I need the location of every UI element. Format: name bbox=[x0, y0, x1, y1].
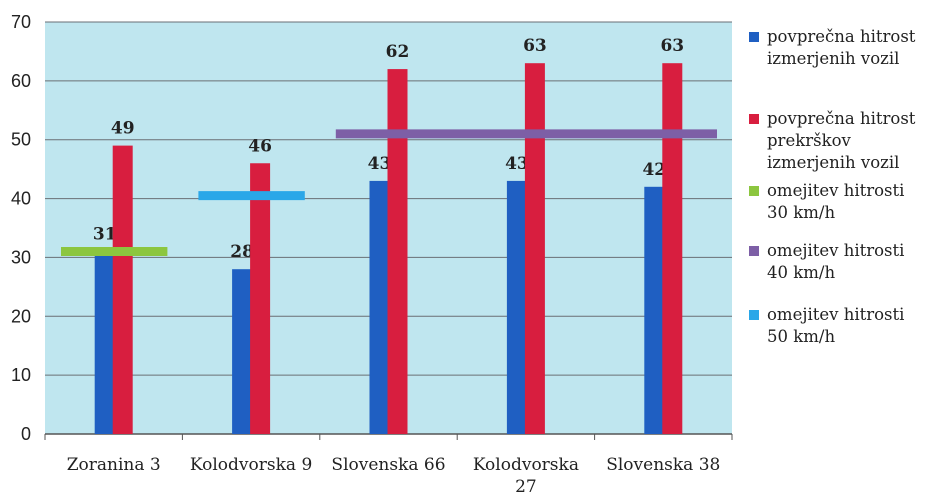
bar bbox=[387, 69, 408, 434]
legend-label: omejitev hitrosti 40 km/h bbox=[767, 241, 905, 282]
x-tick-label: Zoranina 3 bbox=[67, 455, 161, 475]
data-label: 43 bbox=[505, 154, 529, 174]
legend-swatch-blue bbox=[749, 32, 759, 42]
legend-label: povprečna hitrost prekrškov izmerjenih v… bbox=[767, 109, 916, 172]
data-label: 63 bbox=[660, 36, 684, 56]
legend-item-avg-speed: povprečna hitrost izmerjenih vozil bbox=[745, 26, 925, 70]
bar bbox=[112, 145, 133, 434]
data-label: 49 bbox=[111, 119, 135, 139]
data-label: 62 bbox=[386, 42, 410, 62]
x-tick-label: Slovenska 38 bbox=[606, 455, 720, 475]
legend-item-violation-speed: povprečna hitrost prekrškov izmerjenih v… bbox=[745, 108, 925, 174]
y-tick-label: 60 bbox=[11, 71, 31, 91]
bar bbox=[232, 269, 253, 434]
bar bbox=[369, 180, 390, 434]
bar bbox=[524, 63, 545, 434]
x-tick-label: Slovenska 66 bbox=[331, 455, 445, 475]
data-label: 43 bbox=[368, 154, 392, 174]
legend-label: omejitev hitrosti 50 km/h bbox=[767, 305, 905, 346]
bar bbox=[506, 180, 527, 434]
data-label: 42 bbox=[642, 160, 666, 180]
legend: povprečna hitrost izmerjenih vozil povpr… bbox=[745, 26, 925, 346]
legend-swatch-red bbox=[749, 114, 759, 124]
data-label: 63 bbox=[523, 36, 547, 56]
y-tick-label: 70 bbox=[11, 12, 31, 32]
x-tick-label: Kolodvorska 27 bbox=[473, 455, 579, 495]
legend-swatch-cyan bbox=[749, 310, 759, 320]
legend-swatch-purple bbox=[749, 246, 759, 256]
y-tick-label: 50 bbox=[11, 130, 31, 150]
legend-swatch-green bbox=[749, 186, 759, 196]
y-tick-label: 0 bbox=[21, 424, 31, 444]
x-tick-label: Kolodvorska 9 bbox=[190, 455, 312, 475]
y-tick-label: 20 bbox=[11, 306, 31, 326]
y-tick-label: 10 bbox=[11, 365, 31, 385]
bar bbox=[662, 63, 683, 434]
data-label: 28 bbox=[230, 242, 254, 262]
bar bbox=[250, 163, 271, 434]
legend-item-limit-40: omejitev hitrosti 40 km/h bbox=[745, 240, 925, 284]
legend-label: povprečna hitrost izmerjenih vozil bbox=[767, 27, 916, 68]
data-label: 46 bbox=[248, 136, 272, 156]
y-tick-label: 30 bbox=[11, 247, 31, 267]
legend-item-limit-30: omejitev hitrosti 30 km/h bbox=[745, 180, 925, 224]
bar bbox=[644, 186, 665, 434]
legend-item-limit-50: omejitev hitrosti 50 km/h bbox=[745, 304, 925, 348]
data-label: 31 bbox=[93, 225, 117, 245]
legend-label: omejitev hitrosti 30 km/h bbox=[767, 181, 905, 222]
bar bbox=[94, 251, 115, 434]
y-tick-label: 40 bbox=[11, 189, 31, 209]
plot-area: 0 10 20 30 40 50 60 70 31 28 43 43 42 49 46 62 63 63 Zoran… bbox=[11, 12, 733, 495]
